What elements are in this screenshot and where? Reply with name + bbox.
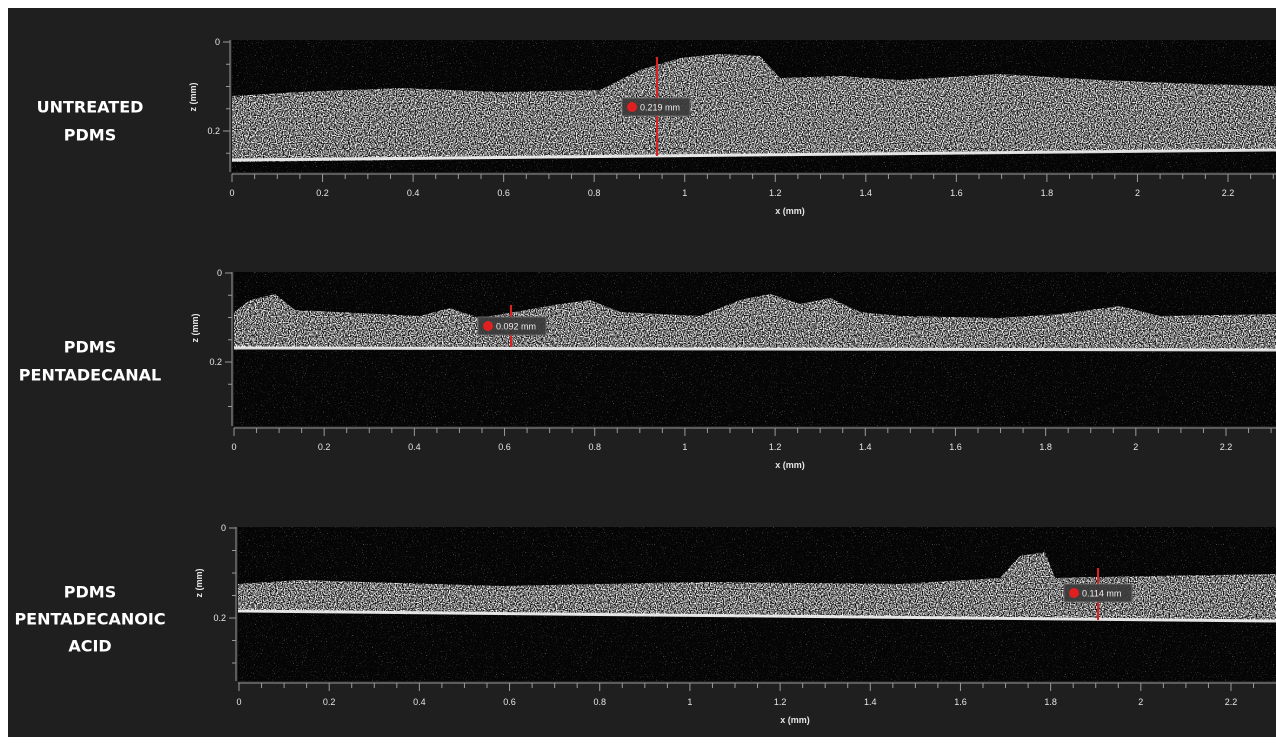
x-tick-label: 2	[1138, 697, 1143, 707]
x-tick-label: 1	[687, 697, 692, 707]
x-tick-label: 2.2	[1222, 188, 1235, 198]
x-tick-label: 0.2	[318, 442, 331, 452]
x-tick-label: 0.6	[498, 442, 511, 452]
sample-label: PDMS	[64, 338, 116, 357]
x-tick-label: 1.8	[1039, 442, 1052, 452]
x-axis-label: x (mm)	[775, 206, 805, 216]
x-tick-label: 1.2	[774, 697, 787, 707]
measurement-value: 0.114 mm	[1082, 589, 1121, 599]
figure: UNTREATED PDMS 0 0.2 0.4 0.6 0.8 1 1.2 1.4 1.6 1.8 2…	[0, 0, 1276, 743]
x-tick-label: 2	[1133, 442, 1138, 452]
x-tick-label: 0.4	[407, 188, 420, 198]
sample-label: ACID	[68, 637, 111, 656]
x-tick-label: 1.4	[860, 188, 873, 198]
sample-label: PDMS	[64, 126, 116, 145]
measurement-value: 0.092 mm	[496, 322, 536, 332]
z-tick-label: 0.2	[209, 357, 222, 367]
sample-label: PENTADECANOIC	[14, 610, 165, 629]
measurement-dot	[483, 321, 493, 331]
measurement-value: 0.219 mm	[640, 103, 680, 113]
x-tick-label: 1	[682, 442, 687, 452]
x-tick-label: 0.2	[323, 697, 336, 707]
x-tick-label: 0	[236, 697, 241, 707]
page: {"panels": [ {"label": ["UNTREATED", "PD…	[0, 0, 1276, 743]
x-tick-label: 0	[231, 442, 236, 452]
x-tick-label: 2.2	[1225, 697, 1238, 707]
x-tick-label: 0.6	[503, 697, 516, 707]
x-tick-label: 0.2	[316, 188, 329, 198]
x-tick-label: 0.8	[593, 697, 606, 707]
sample-label: UNTREATED	[37, 98, 144, 117]
z-tick-label: 0.2	[213, 613, 226, 623]
x-tick-label: 1.6	[954, 697, 967, 707]
z-tick-label: 0	[215, 37, 220, 47]
x-tick-label: 2.2	[1220, 442, 1233, 452]
x-tick-label: 0.8	[588, 188, 601, 198]
x-axis-label: x (mm)	[775, 460, 805, 470]
z-axis-label: z (mm)	[190, 313, 200, 342]
measurement-dot	[1069, 588, 1079, 598]
x-tick-label: 1	[682, 188, 687, 198]
z-tick-label: 0	[217, 268, 222, 278]
x-tick-label: 0.4	[413, 697, 426, 707]
z-tick-label: 0	[221, 523, 226, 533]
x-tick-label: 1.8	[1044, 697, 1057, 707]
z-axis-label: z (mm)	[194, 568, 204, 597]
x-tick-label: 1.4	[864, 697, 877, 707]
x-tick-label: 1.6	[950, 188, 963, 198]
x-axis-label: x (mm)	[780, 715, 810, 725]
sample-label: PDMS	[64, 583, 116, 602]
x-tick-label: 0.4	[408, 442, 421, 452]
x-tick-label: 1.6	[949, 442, 962, 452]
x-tick-label: 1.2	[769, 442, 782, 452]
surface-line	[234, 348, 1276, 350]
sample-label: PENTADECANAL	[19, 366, 161, 385]
x-tick-label: 2	[1135, 188, 1140, 198]
measurement-dot	[627, 102, 637, 112]
z-tick-label: 0.2	[207, 126, 220, 136]
x-tick-label: 0.6	[497, 188, 510, 198]
x-tick-label: 0.8	[588, 442, 601, 452]
x-tick-label: 1.4	[859, 442, 872, 452]
z-axis-label: z (mm)	[188, 82, 198, 111]
x-tick-label: 1.8	[1041, 188, 1054, 198]
x-tick-label: 0	[229, 188, 234, 198]
x-tick-label: 1.2	[769, 188, 782, 198]
